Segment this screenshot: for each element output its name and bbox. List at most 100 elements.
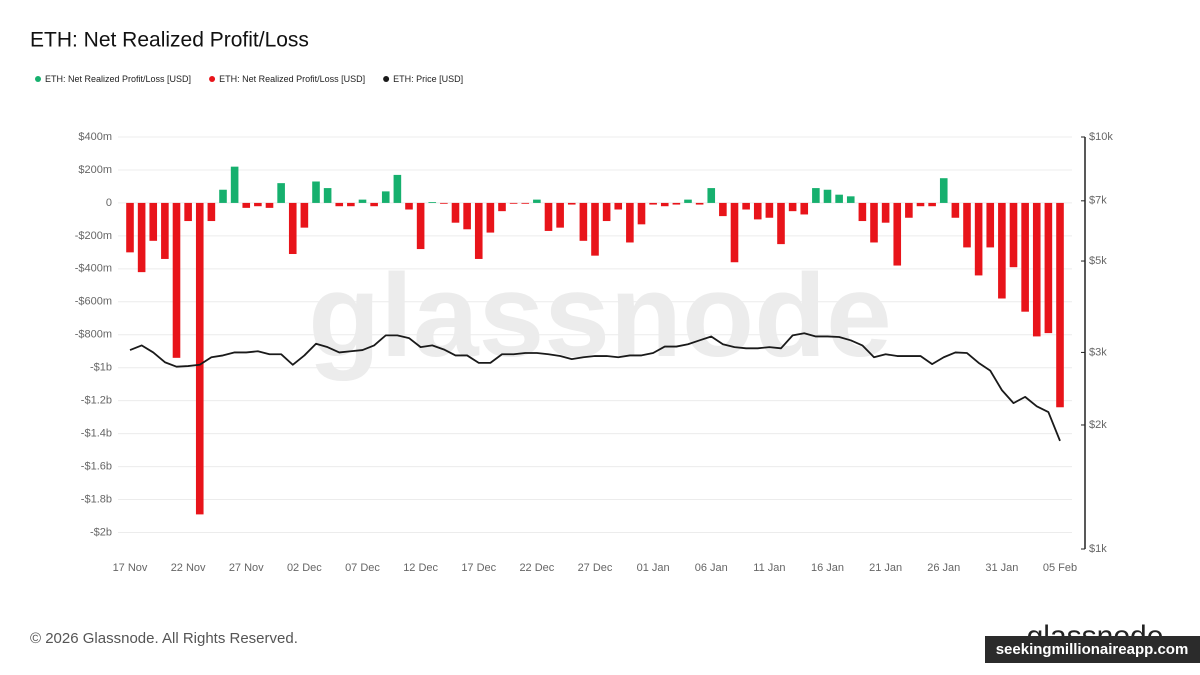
bar bbox=[939, 178, 948, 203]
bar bbox=[393, 174, 402, 203]
bar bbox=[916, 202, 925, 207]
bar bbox=[684, 199, 692, 203]
legend-marker bbox=[35, 76, 41, 82]
x-tick-label: 22 Nov bbox=[171, 562, 206, 574]
bar bbox=[416, 202, 425, 250]
y-tick-label: -$400m bbox=[75, 263, 112, 275]
bar bbox=[753, 202, 762, 220]
bar bbox=[905, 202, 913, 218]
y2-tick-label: $10k bbox=[1089, 131, 1113, 143]
legend-label: ETH: Net Realized Profit/Loss [USD] bbox=[219, 74, 365, 84]
bar bbox=[509, 202, 518, 204]
bar bbox=[137, 202, 146, 273]
bar bbox=[254, 202, 262, 207]
bar bbox=[428, 202, 437, 203]
bar bbox=[986, 202, 995, 248]
bar bbox=[951, 202, 960, 218]
bar bbox=[602, 202, 611, 222]
bar bbox=[207, 202, 216, 222]
y-tick-label: -$1.6b bbox=[81, 461, 112, 473]
x-tick-label: 02 Dec bbox=[287, 562, 322, 574]
y-tick-label: $400m bbox=[78, 131, 112, 143]
bar bbox=[358, 199, 367, 203]
bar bbox=[219, 189, 227, 203]
y-tick-label: -$800m bbox=[75, 329, 112, 341]
bar bbox=[846, 196, 855, 203]
bar bbox=[765, 202, 774, 218]
y2-tick-label: $3k bbox=[1089, 346, 1107, 358]
y-tick-label: -$1b bbox=[90, 362, 112, 374]
y-tick-label: $200m bbox=[78, 164, 112, 176]
bar bbox=[498, 202, 506, 212]
bar bbox=[277, 183, 285, 203]
bar bbox=[637, 202, 646, 225]
x-tick-label: 05 Feb bbox=[1043, 562, 1077, 574]
x-tick-label: 22 Dec bbox=[519, 562, 554, 574]
bar bbox=[567, 202, 576, 205]
bar bbox=[870, 202, 878, 243]
x-tick-label: 07 Dec bbox=[345, 562, 380, 574]
bar bbox=[451, 202, 460, 223]
bar bbox=[370, 202, 378, 207]
bar bbox=[660, 202, 669, 207]
bar bbox=[323, 188, 332, 203]
bar bbox=[1044, 202, 1053, 334]
bar bbox=[300, 202, 309, 228]
overlay-label: seekingmillionaireapp.com bbox=[996, 641, 1189, 658]
bar bbox=[335, 202, 344, 207]
y-tick-label: -$600m bbox=[75, 296, 112, 308]
bar bbox=[928, 202, 936, 207]
bar bbox=[533, 199, 541, 203]
y2-tick-label: $1k bbox=[1089, 543, 1107, 555]
bar bbox=[742, 202, 750, 210]
chart-title: ETH: Net Realized Profit/Loss bbox=[30, 29, 309, 52]
y-tick-label: -$1.4b bbox=[81, 428, 112, 440]
bar bbox=[974, 202, 983, 276]
bar bbox=[823, 189, 832, 203]
watermark: glassnode bbox=[308, 250, 892, 382]
y-tick-label: 0 bbox=[106, 197, 112, 209]
x-tick-label: 01 Jan bbox=[637, 562, 670, 574]
y2-tick-label: $2k bbox=[1089, 419, 1107, 431]
bar bbox=[835, 194, 843, 203]
bar bbox=[195, 202, 204, 515]
x-tick-label: 27 Dec bbox=[578, 562, 613, 574]
bar bbox=[730, 202, 739, 263]
bar bbox=[695, 202, 704, 205]
bar bbox=[126, 202, 134, 253]
bar bbox=[1009, 202, 1018, 268]
bar bbox=[998, 202, 1006, 299]
y-tick-label: -$1.2b bbox=[81, 395, 112, 407]
bar bbox=[242, 202, 251, 208]
y-tick-label: -$1.8b bbox=[81, 493, 112, 505]
bar bbox=[381, 191, 390, 203]
bar bbox=[463, 202, 471, 230]
x-tick-label: 21 Jan bbox=[869, 562, 902, 574]
y-tick-label: -$200m bbox=[75, 230, 112, 242]
bar bbox=[1021, 202, 1029, 312]
bar bbox=[719, 202, 727, 217]
x-tick-label: 16 Jan bbox=[811, 562, 844, 574]
bar bbox=[591, 202, 599, 256]
bar bbox=[893, 202, 902, 266]
bar bbox=[172, 202, 181, 358]
bar bbox=[288, 202, 297, 255]
bar bbox=[788, 202, 797, 212]
legend-marker bbox=[383, 76, 390, 82]
plot-area: $400m $200m 0 -$200m -$400m -$600m -$800m -$1b -… bbox=[75, 131, 1114, 574]
bar bbox=[405, 202, 413, 210]
bar bbox=[707, 188, 716, 203]
bar bbox=[777, 202, 785, 245]
bar bbox=[649, 202, 657, 205]
x-tick-label: 26 Jan bbox=[927, 562, 960, 574]
legend-marker bbox=[209, 76, 216, 82]
bar bbox=[858, 202, 867, 222]
x-tick-label: 11 Jan bbox=[753, 562, 785, 574]
footer: © 2026 Glassnode. All Rights Reserved. bbox=[30, 630, 298, 647]
bar bbox=[579, 202, 588, 241]
bar bbox=[521, 202, 530, 204]
x-tick-label: 27 Nov bbox=[229, 562, 264, 574]
y2-tick-label: $5k bbox=[1089, 255, 1107, 267]
